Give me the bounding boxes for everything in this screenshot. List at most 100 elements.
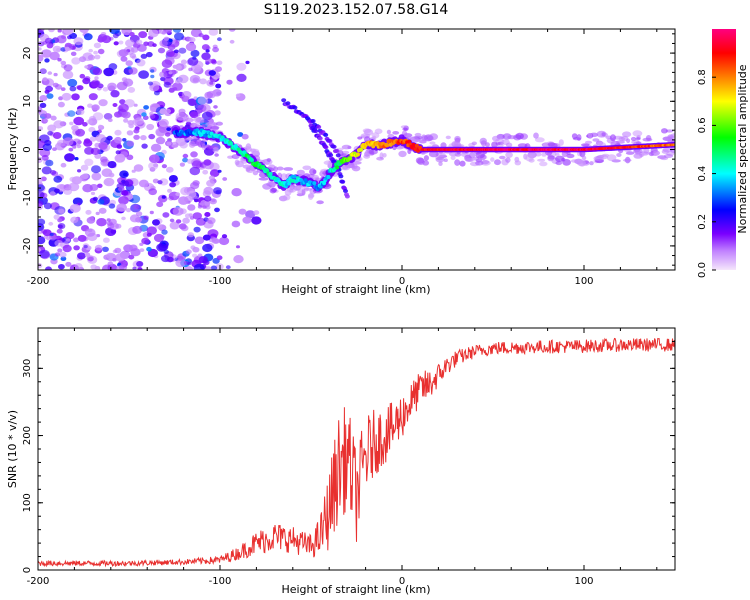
ridge-haze [630, 136, 637, 142]
noise-blob [47, 71, 53, 75]
noise-blob [152, 219, 160, 226]
noise-blob [159, 71, 168, 78]
noise-blob [135, 217, 143, 223]
noise-blob [70, 216, 79, 224]
ridge-haze [258, 177, 269, 181]
noise-blob [143, 215, 149, 220]
ridge-haze [443, 158, 448, 162]
noise-blob [98, 34, 108, 42]
noise-blob [98, 143, 108, 151]
noise-blob [149, 210, 154, 215]
noise-blob [60, 87, 66, 91]
noise-blob [148, 188, 157, 196]
snr-series [38, 337, 675, 568]
ridge-haze [533, 132, 539, 139]
noise-blob [193, 195, 198, 199]
noise-blob [173, 49, 179, 54]
noise-blob [147, 81, 154, 86]
noise-blob [159, 39, 168, 47]
ridge-haze [491, 141, 498, 148]
ridge-haze [505, 151, 513, 158]
noise-blob [116, 144, 123, 149]
noise-blob [134, 117, 144, 125]
ridge-core [359, 147, 364, 152]
noise-blob [184, 266, 194, 270]
noise-blob [38, 177, 43, 184]
noise-blob [202, 243, 213, 253]
noise-blob [205, 266, 212, 270]
ridge-haze [616, 140, 625, 144]
noise-blob [63, 29, 74, 35]
ridge-haze [547, 142, 556, 147]
noise-blob [84, 228, 96, 237]
arc-point [292, 105, 298, 110]
noise-blob [127, 86, 136, 93]
noise-blob [194, 236, 205, 245]
ridge-haze [179, 141, 188, 149]
ridge-haze [561, 150, 568, 158]
noise-blob [105, 252, 114, 259]
noise-blob [103, 177, 115, 187]
noise-blob [112, 103, 118, 107]
colorbar-label: Normalized spectral amplitude [736, 64, 749, 233]
noise-blob [82, 52, 94, 61]
noise-blob [120, 56, 128, 62]
ridge-core [672, 143, 675, 146]
noise-blob [163, 36, 170, 41]
noise-blob [192, 77, 200, 83]
noise-blob [71, 125, 79, 131]
noise-blob [206, 179, 215, 187]
noise-blob [133, 128, 140, 134]
ridge-haze [342, 150, 350, 155]
noise-blob [152, 178, 159, 184]
ridge-haze [514, 160, 522, 166]
noise-blob [191, 160, 202, 169]
noise-blob [157, 47, 166, 54]
noise-blob [110, 90, 120, 98]
noise-blob [214, 110, 221, 116]
noise-blob [92, 196, 98, 201]
noise-blob [63, 187, 73, 195]
ridge-haze [566, 153, 575, 159]
noise-blob [177, 256, 184, 261]
ridge-haze [429, 133, 438, 141]
noise-blob [54, 252, 61, 257]
ridge-core [250, 158, 254, 163]
ridge-haze [372, 135, 377, 141]
noise-blob [164, 132, 171, 137]
arc-point [281, 98, 287, 103]
noise-blob [146, 246, 152, 252]
ridge-core [287, 181, 292, 186]
noise-blob [131, 55, 137, 60]
noise-blob [236, 73, 247, 82]
ridge-haze [475, 151, 485, 159]
noise-blob [69, 176, 76, 182]
noise-blob [60, 256, 67, 262]
noise-blob [135, 211, 143, 217]
ridge-haze [492, 135, 500, 142]
noise-blob [58, 208, 65, 214]
noise-blob [174, 32, 184, 41]
noise-blob [71, 57, 81, 65]
ridge-haze [589, 161, 594, 166]
noise-blob [56, 228, 63, 234]
spectrogram-x-ticks: -200 -100 0 100 [27, 29, 658, 287]
noise-blob [83, 33, 93, 41]
noise-blob [197, 204, 203, 209]
noise-blob [107, 118, 113, 123]
ridge-haze [642, 137, 653, 142]
arc-point [343, 189, 348, 193]
y-tick-label: 300 [22, 359, 33, 378]
noise-blob [218, 236, 230, 246]
arc-point [323, 132, 329, 137]
noise-blob [73, 116, 85, 126]
noise-blob [140, 53, 148, 59]
ridge-haze [454, 135, 461, 142]
noise-blob [79, 29, 89, 33]
arc-point [338, 174, 344, 179]
noise-blob [73, 237, 79, 243]
ridge-core [356, 152, 360, 157]
ridge-haze [357, 136, 363, 140]
noise-blob [182, 217, 190, 224]
arc-point [335, 153, 341, 158]
